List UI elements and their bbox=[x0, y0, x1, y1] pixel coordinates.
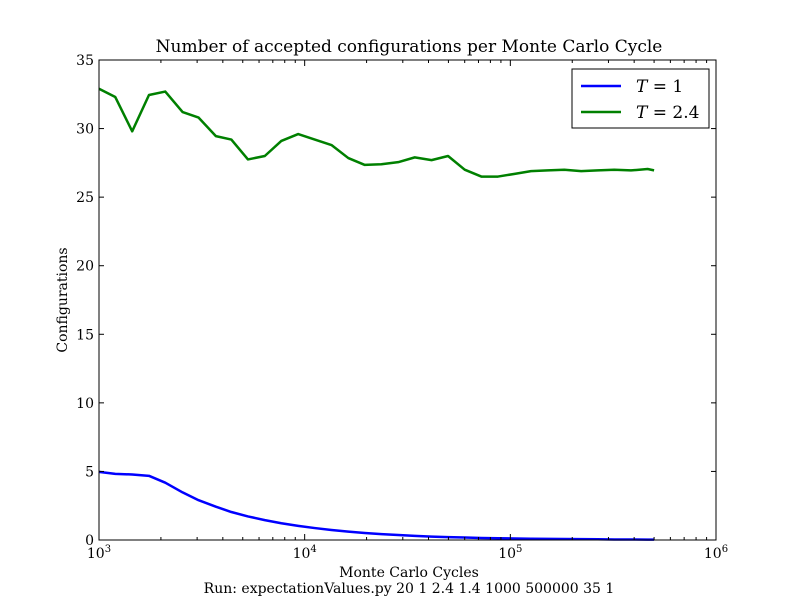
y-tick-label-3: 15 bbox=[76, 327, 94, 343]
x-axis-label: Monte Carlo Cycles bbox=[339, 565, 479, 581]
x-tick-label-2: 105 bbox=[498, 544, 522, 562]
ticks-layer: 0 5 10 15 20 25 30 35 103 104 105 106 bbox=[76, 53, 728, 562]
y-tick-label-2: 10 bbox=[76, 396, 94, 412]
x-tick-label-0: 103 bbox=[87, 544, 111, 562]
legend-box bbox=[571, 68, 710, 129]
y-tick-label-1: 5 bbox=[85, 464, 94, 480]
legend-label-1: T = 2.4 bbox=[636, 103, 699, 123]
x-tick-label-1: 104 bbox=[293, 544, 317, 562]
y-tick-label-4: 20 bbox=[76, 259, 94, 275]
y-tick-label-7: 35 bbox=[76, 53, 94, 69]
y-axis-label: Configurations bbox=[55, 247, 71, 352]
y-tick-label-5: 25 bbox=[76, 190, 94, 206]
plot-area bbox=[99, 60, 716, 540]
y-tick-label-0: 0 bbox=[85, 533, 94, 549]
legend: T = 1 T = 2.4 bbox=[571, 68, 710, 129]
chart-title: Number of accepted configurations per Mo… bbox=[156, 37, 663, 57]
series-layer bbox=[98, 87, 655, 541]
y-tick-label-6: 30 bbox=[76, 122, 94, 138]
plot-frame bbox=[98, 59, 717, 541]
legend-label-0: T = 1 bbox=[636, 77, 683, 97]
series-line-1 bbox=[98, 87, 655, 178]
series-line-0 bbox=[98, 470, 655, 541]
x-tick-label-3: 106 bbox=[704, 544, 728, 562]
caption: Run: expectationValues.py 20 1 2.4 1.4 1… bbox=[204, 581, 615, 597]
